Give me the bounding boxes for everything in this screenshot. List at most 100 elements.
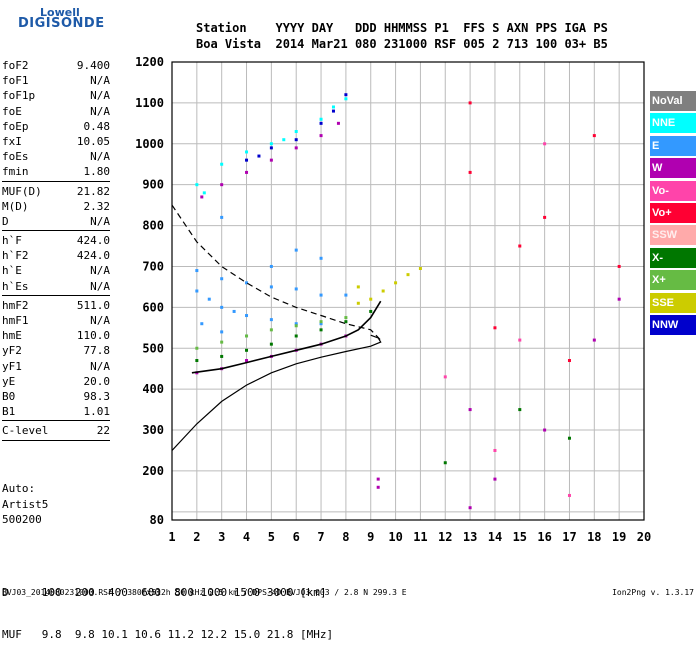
legend-item-noval: NoVal bbox=[650, 91, 696, 111]
echo-point-sse bbox=[356, 285, 360, 289]
legend-item-x-: X- bbox=[650, 247, 696, 268]
param-value: 1.80 bbox=[83, 165, 111, 179]
param-row: foEs N/A bbox=[2, 149, 110, 164]
param-value: 0.48 bbox=[83, 119, 111, 133]
param-row: foF1 N/A bbox=[2, 73, 110, 88]
x-tick-label: 18 bbox=[587, 530, 601, 544]
footer-file-info: BVJ03_2014080231000.RSF / 380fx512h 50 k… bbox=[2, 588, 407, 597]
echo-point-vo- bbox=[567, 359, 571, 363]
ordinary-trace-line bbox=[191, 300, 382, 374]
echo-point-e bbox=[220, 330, 224, 334]
echo-point-e bbox=[269, 264, 273, 268]
echo-point-w bbox=[319, 134, 323, 138]
header-labels: Station YYYY DAY DDD HHMMSS P1 FFS S AXN… bbox=[196, 21, 608, 35]
echo-point-w bbox=[617, 297, 621, 301]
param-name: D bbox=[2, 214, 9, 228]
param-name: C-level bbox=[2, 424, 49, 438]
x-tick-label: 20 bbox=[637, 530, 651, 544]
y-tick-label: 600 bbox=[142, 300, 164, 314]
param-row: B1 1.01 bbox=[2, 404, 110, 419]
echo-point-x- bbox=[344, 320, 348, 324]
echo-point-e bbox=[294, 248, 298, 252]
auto-code: 500200 bbox=[2, 513, 42, 526]
param-value: N/A bbox=[90, 74, 110, 88]
echo-point-nne bbox=[294, 130, 298, 134]
y-tick-label: 900 bbox=[142, 178, 164, 192]
x-tick-label: 19 bbox=[612, 530, 626, 544]
echo-point-w bbox=[543, 428, 547, 432]
legend-item-e: E bbox=[650, 135, 696, 156]
echo-point-e bbox=[207, 297, 211, 301]
echo-point-vo- bbox=[617, 264, 621, 268]
echo-point-e bbox=[195, 289, 199, 293]
legend-item-nnw: NNW bbox=[650, 314, 696, 335]
param-row: foE N/A bbox=[2, 104, 110, 119]
echo-point-w bbox=[376, 485, 380, 489]
echo-point-w bbox=[493, 477, 497, 481]
echo-point-x- bbox=[220, 340, 224, 344]
x-tick-label: 2 bbox=[193, 530, 200, 544]
footer-version: Ion2Png v. 1.3.17 bbox=[612, 588, 694, 597]
param-row: hmE 110.0 bbox=[2, 328, 110, 343]
param-name: foF1 bbox=[2, 74, 29, 88]
param-value: 9.400 bbox=[76, 59, 110, 72]
echo-point-nne bbox=[269, 142, 273, 146]
echo-point-nne bbox=[245, 150, 249, 154]
param-name: h`Es bbox=[2, 279, 29, 293]
echo-point-vo- bbox=[468, 101, 472, 105]
echo-point-w bbox=[592, 338, 596, 342]
muf-table: D 100 200 400 600 800 1000 1500 3000 [km… bbox=[2, 558, 333, 656]
header-values: Boa Vista 2014 Mar21 080 231000 RSF 005 … bbox=[196, 37, 608, 51]
y-tick-label: 400 bbox=[142, 382, 164, 396]
param-value: 1.01 bbox=[83, 405, 111, 419]
ionogram-chart: 1 2 3 4 5 6 7 8 9 10 11 12 13 14 15 16 17 18 19 20802003004… bbox=[135, 55, 651, 544]
auto-artist: Artist5 bbox=[2, 497, 49, 511]
param-row: h`E N/A bbox=[2, 263, 110, 278]
param-name: hmF1 bbox=[2, 314, 29, 327]
echo-point-nne bbox=[344, 97, 348, 101]
x-tick-label: 5 bbox=[268, 530, 275, 544]
muf-distance-row: D 100 200 400 600 800 1000 1500 3000 [km… bbox=[2, 586, 327, 599]
param-row: B0 98.3 bbox=[2, 389, 110, 404]
param-value: 20.0 bbox=[83, 374, 111, 388]
x-tick-label: 9 bbox=[367, 530, 374, 544]
param-row: h`Es N/A bbox=[2, 279, 110, 294]
echo-point-vo- bbox=[518, 338, 522, 342]
param-separator bbox=[2, 230, 110, 232]
param-name: hmE bbox=[2, 329, 22, 343]
param-value: 511.0 bbox=[76, 298, 110, 312]
legend-item-x-: X+ bbox=[650, 270, 696, 291]
legend-item-vo-: Vo+ bbox=[650, 202, 696, 223]
echo-point-vo- bbox=[493, 326, 497, 330]
echo-point-e bbox=[269, 285, 273, 289]
echo-point-e bbox=[232, 309, 236, 313]
x-tick-label: 15 bbox=[513, 530, 527, 544]
param-name: M(D) bbox=[2, 199, 29, 213]
param-row: foEp 0.48 bbox=[2, 119, 110, 134]
param-row: hmF1 N/A bbox=[2, 313, 110, 328]
echo-point-nnw bbox=[331, 109, 335, 113]
y-tick-label: 800 bbox=[142, 219, 164, 233]
polarization-legend: NoVal NNE E W Vo- Vo+ SSW X- X+ SSE NNW bbox=[650, 91, 696, 337]
y-tick-label: 1100 bbox=[135, 96, 164, 110]
param-name: foF1p bbox=[2, 89, 36, 103]
echo-point-x- bbox=[319, 320, 323, 324]
x-tick-label: 13 bbox=[463, 530, 477, 544]
echo-point-x- bbox=[294, 334, 298, 338]
param-row: fxI 10.05 bbox=[2, 134, 110, 149]
echo-point-sse bbox=[418, 267, 422, 271]
echo-point-e bbox=[220, 277, 224, 281]
logo-line2: DIGISONDE bbox=[18, 16, 105, 31]
param-row: MUF(D) 21.82 bbox=[2, 184, 110, 199]
param-value: 77.8 bbox=[83, 344, 111, 358]
x-tick-label: 16 bbox=[537, 530, 551, 544]
echo-point-x- bbox=[195, 359, 199, 363]
echo-point-x- bbox=[245, 348, 249, 352]
echo-point-e bbox=[200, 322, 204, 326]
y-tick-label: 300 bbox=[142, 423, 164, 437]
echo-point-nnw bbox=[269, 146, 273, 150]
echo-point-nne bbox=[282, 138, 286, 142]
param-name: fxI bbox=[2, 134, 22, 148]
echo-point-nnw bbox=[294, 138, 298, 142]
param-value: 98.3 bbox=[83, 389, 111, 403]
